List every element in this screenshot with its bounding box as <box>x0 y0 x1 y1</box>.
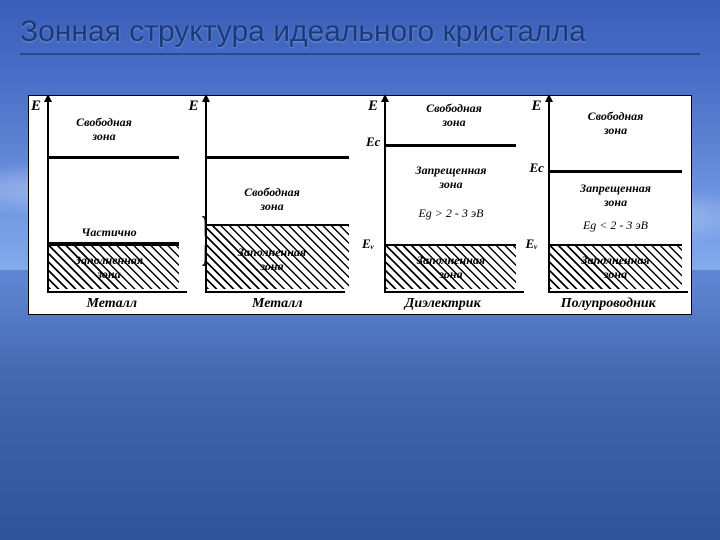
free-zone-label: Свободная зона <box>390 102 518 130</box>
forbidden-zone-label: Запрещенная зона <box>386 164 516 192</box>
free-zone-label: Свободная зона <box>200 186 345 214</box>
free-zone-label: Свободная зона <box>39 116 169 144</box>
material-label: Полупроводник <box>526 296 692 312</box>
band-edge <box>207 156 349 159</box>
filled-zone-label: Заполненная зона <box>200 246 345 274</box>
e-axis-label: E <box>368 98 378 115</box>
filled-zone-label: Заполненная зона <box>550 254 682 282</box>
col-metal-2: E Свободная зона } Заполненная зона Мета… <box>195 96 361 314</box>
e-axis-label: E <box>189 98 199 115</box>
ev-label: Eᵥ <box>526 236 538 252</box>
ev-label: Eᵥ <box>362 236 374 252</box>
col-dielectric: E Свободная зона Eс Запрещенная зона Eg … <box>360 96 526 314</box>
page-title: Зонная структура идеального кристалла <box>20 15 700 55</box>
free-zone-label: Свободная зона <box>550 110 682 138</box>
filled-zone-label: Заполненная зона <box>386 254 516 282</box>
material-label: Металл <box>195 296 361 312</box>
gap-condition: Eg > 2 - 3 эВ <box>386 206 516 221</box>
band-diagram: E Свободная зона Частично Заполненная зо… <box>28 95 692 315</box>
forbidden-zone-label: Запрещенная зона <box>550 182 682 210</box>
ec-label: Eс <box>530 160 544 176</box>
col-semiconductor: E Свободная зона Eс Запрещенная зона Eg … <box>526 96 692 314</box>
material-label: Металл <box>29 296 195 312</box>
material-label: Диэлектрик <box>360 296 526 312</box>
band-edge <box>49 156 179 159</box>
filled-zone-label: Заполненная зона <box>39 254 179 282</box>
gap-condition: Eg < 2 - 3 эВ <box>550 218 682 233</box>
conduction-band-edge <box>550 170 682 173</box>
col-metal-1: E Свободная зона Частично Заполненная зо… <box>29 96 195 314</box>
e-axis-label: E <box>532 98 542 115</box>
ec-label: Eс <box>366 134 380 150</box>
conduction-band-edge <box>386 144 516 147</box>
e-axis-label: E <box>31 98 41 115</box>
partial-label: Частично <box>39 226 179 240</box>
